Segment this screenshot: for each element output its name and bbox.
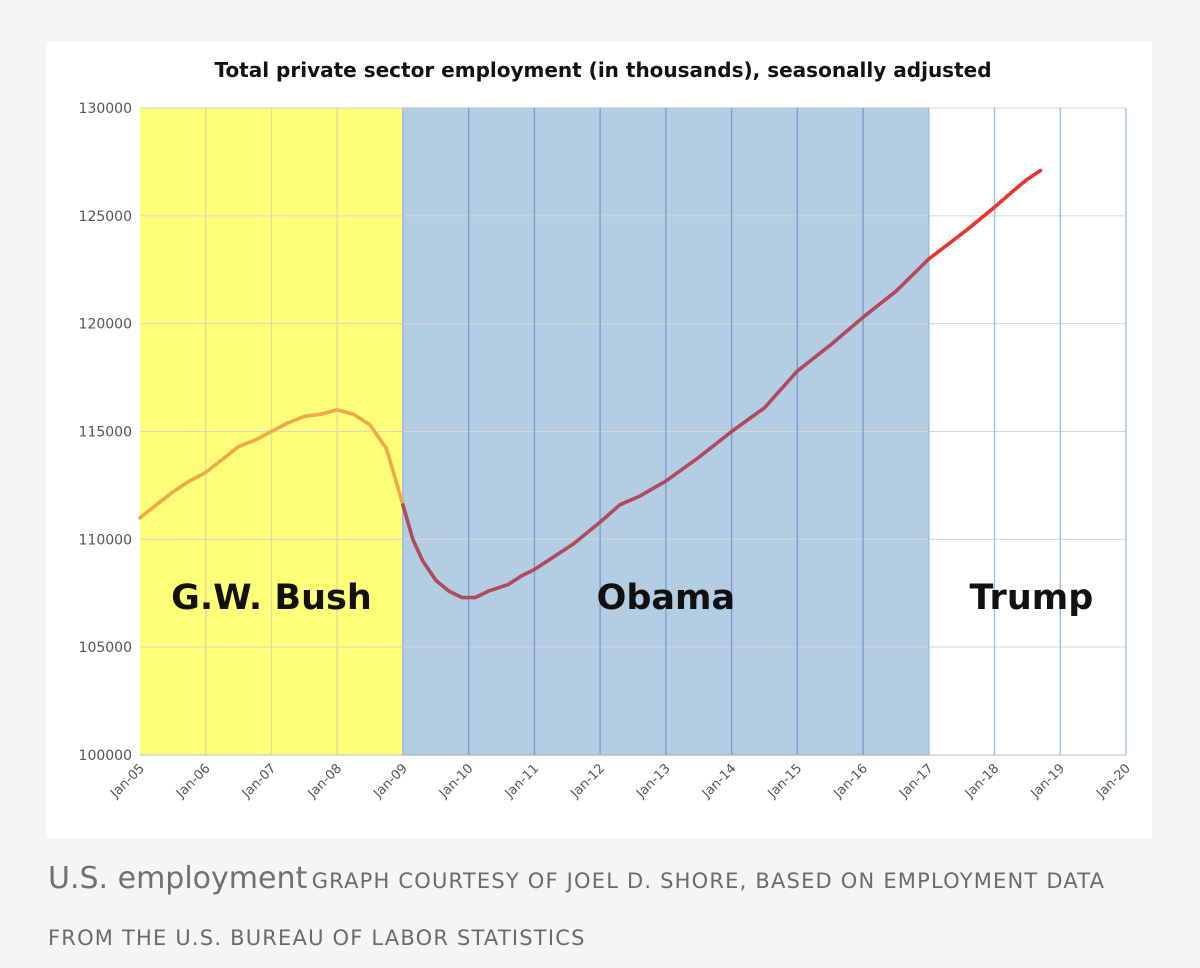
chart-card: Total private sector employment (in thou…: [46, 42, 1152, 838]
x-tick-label: Jan-19: [1028, 761, 1069, 802]
x-tick-label: Jan-10: [436, 761, 477, 802]
x-tick-label: Jan-15: [765, 761, 806, 802]
x-tick-label: Jan-06: [173, 761, 214, 802]
x-tick-label: Jan-16: [830, 761, 871, 802]
period-label-trump: Trump: [970, 578, 1094, 618]
y-tick-label: 100000: [79, 748, 132, 764]
x-tick-label: Jan-20: [1093, 761, 1134, 802]
x-tick-label: Jan-18: [962, 761, 1003, 802]
x-tick-label: Jan-17: [896, 761, 937, 802]
y-tick-label: 115000: [79, 425, 132, 441]
series-line-bush: [138, 408, 405, 520]
y-tick-label: 110000: [79, 532, 132, 548]
x-tick-label: Jan-09: [370, 761, 411, 802]
employment-chart: Total private sector employment (in thou…: [79, 58, 1134, 802]
y-tick-label: 120000: [79, 317, 132, 333]
x-tick-label: Jan-14: [699, 761, 740, 802]
series-line-obama: [401, 257, 931, 600]
x-tick-label: Jan-07: [239, 761, 280, 802]
period-label-obama: Obama: [597, 578, 736, 618]
y-tick-label: 125000: [79, 209, 132, 225]
figure-caption: U.S. employment GRAPH COURTESY OF JOEL D…: [48, 852, 1158, 968]
y-tick-label: 130000: [79, 101, 132, 117]
y-tick-label: 105000: [79, 640, 132, 656]
period-label-bush: G.W. Bush: [171, 578, 372, 618]
x-tick-label: Jan-05: [107, 761, 148, 802]
caption-title: U.S. employment: [48, 861, 308, 896]
x-tick-label: Jan-08: [305, 761, 346, 802]
series-line-trump: [927, 168, 1043, 261]
x-tick-label: Jan-13: [633, 761, 674, 802]
caption-credit: GRAPH COURTESY OF JOEL D. SHORE, BASED O…: [48, 869, 1106, 950]
chart-title: Total private sector employment (in thou…: [214, 58, 991, 82]
x-tick-label: Jan-12: [567, 761, 608, 802]
x-tick-label: Jan-11: [502, 761, 543, 802]
